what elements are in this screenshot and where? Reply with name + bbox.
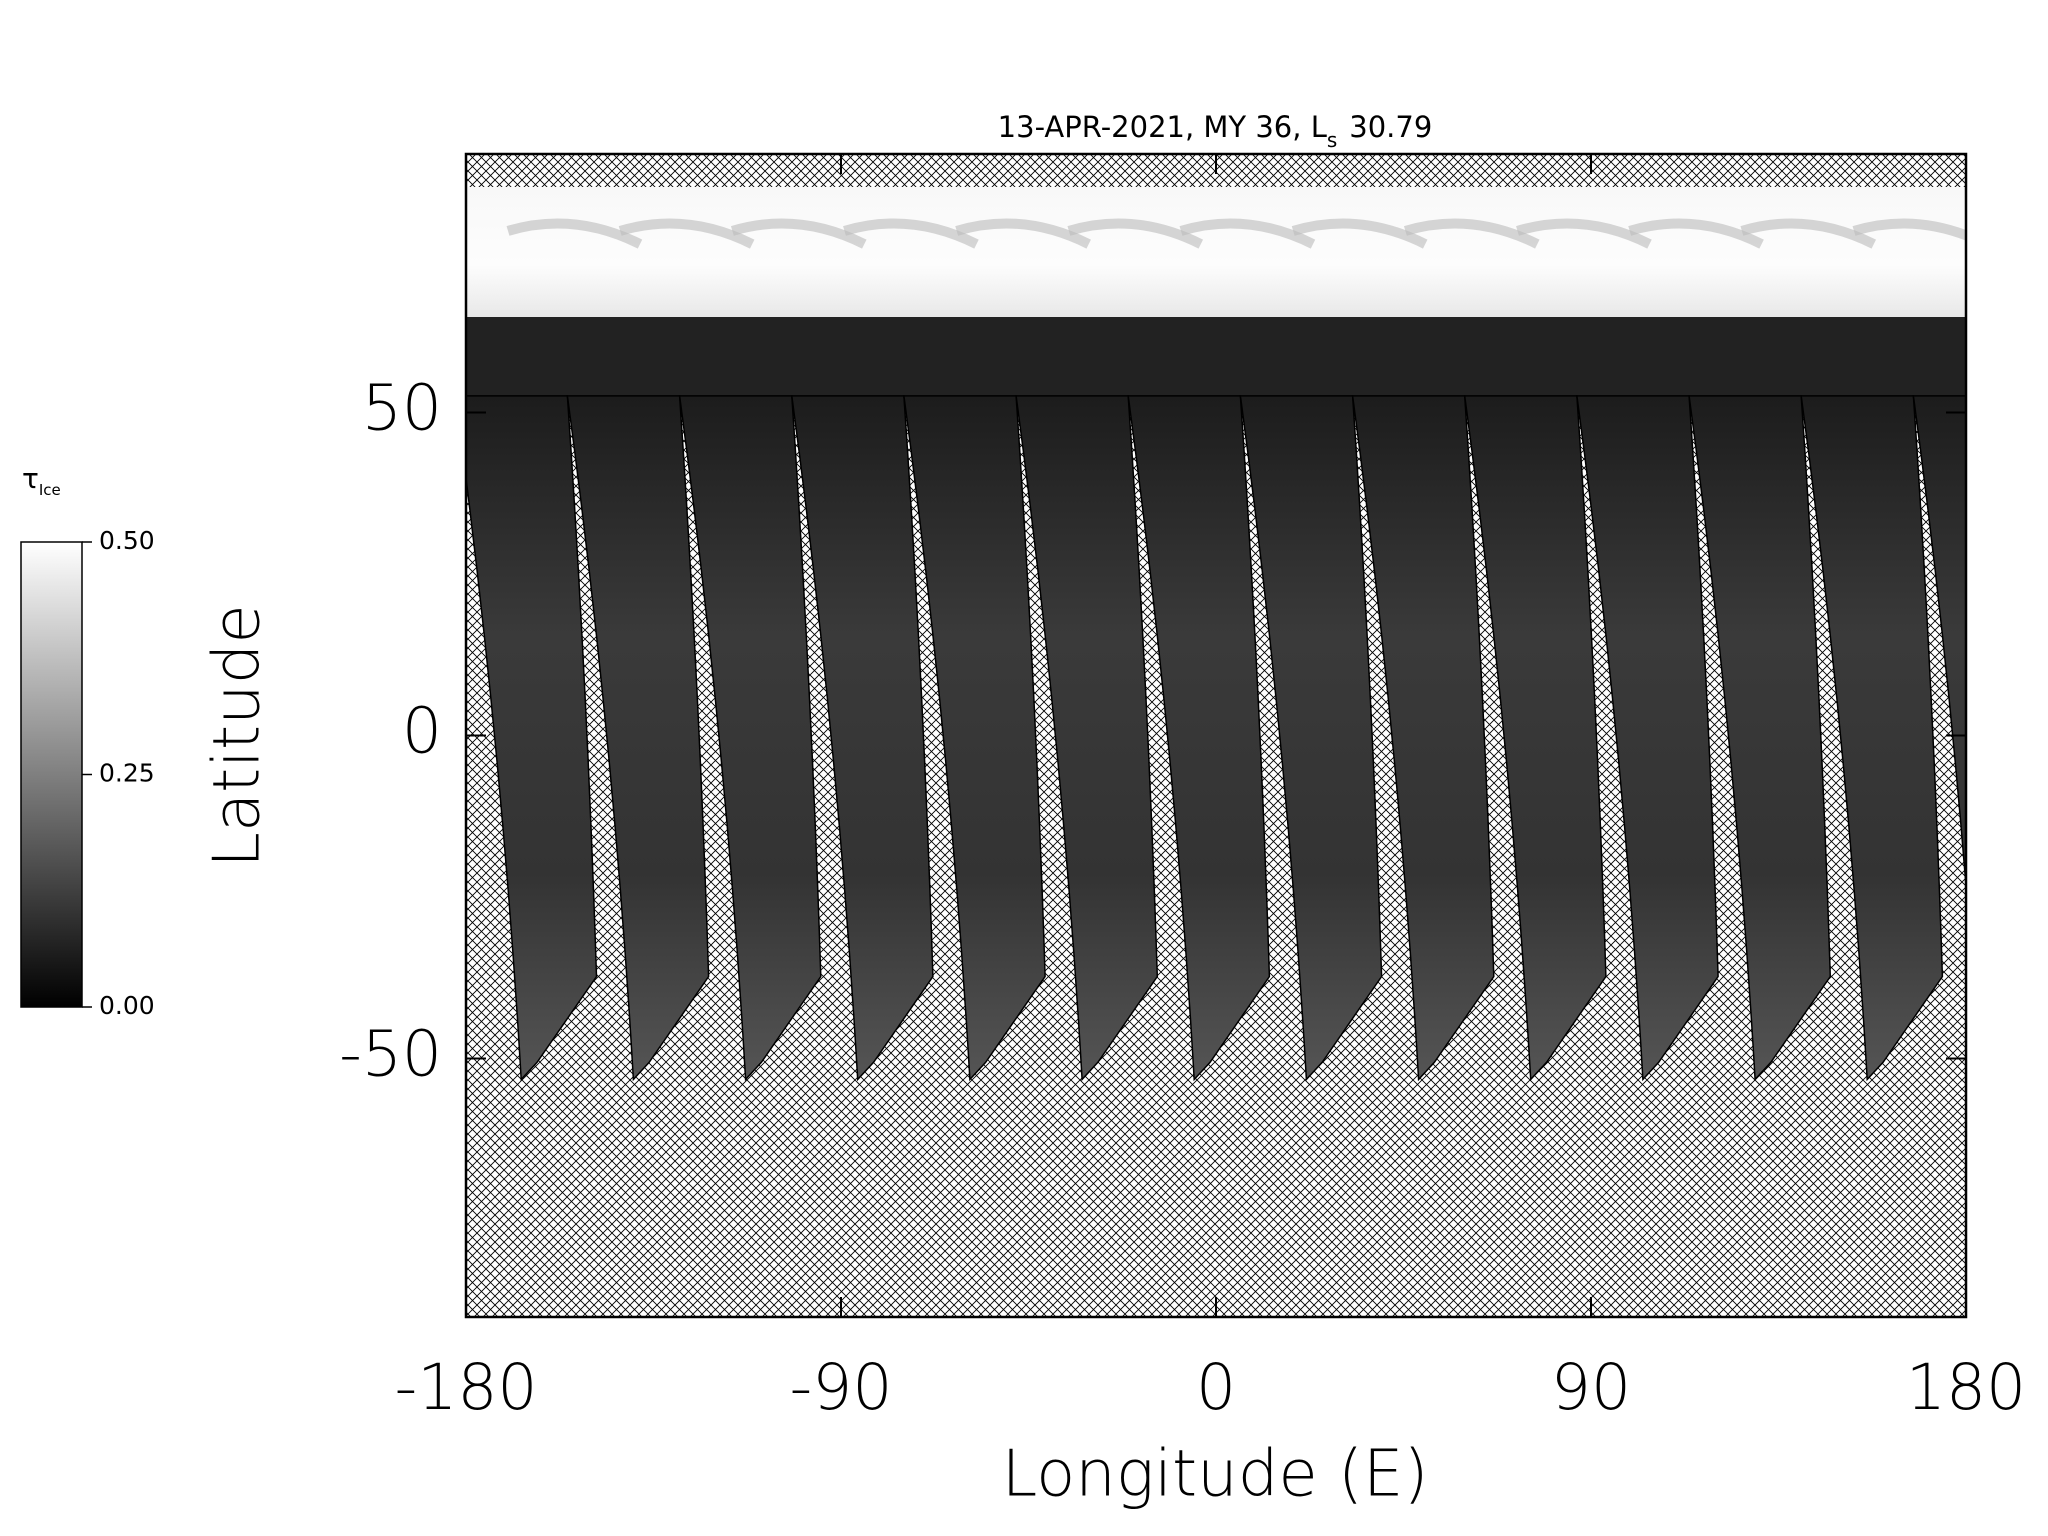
swath	[1912, 395, 1966, 896]
chart-title: 13-APR-2021, MY 36, Ls 30.79	[998, 110, 1433, 152]
cap-streak	[1179, 218, 1316, 249]
cap-streak	[618, 218, 755, 249]
swath	[790, 395, 934, 1082]
swath	[1351, 395, 1495, 1082]
cap-streak	[1067, 218, 1204, 249]
swath	[1576, 395, 1719, 1082]
cap-streak	[1740, 218, 1877, 249]
swath	[566, 395, 710, 1082]
cap-streak	[843, 218, 979, 249]
colorbar-symbol: τ	[22, 462, 39, 495]
title-text: 13-APR-2021, MY 36, L	[998, 110, 1327, 144]
colorbar-tick-label: 0.25	[99, 759, 155, 788]
cap-streak	[1403, 218, 1540, 249]
polar-cap	[466, 187, 1966, 317]
cap-streak	[1852, 218, 1966, 241]
colorbar	[20, 541, 83, 1008]
colorbar-tick-label: 0.50	[99, 526, 155, 555]
cap-streak	[730, 218, 867, 249]
cap-streak	[506, 218, 643, 249]
x-tick-label: -180	[395, 1351, 538, 1424]
x-tick-label: -90	[790, 1351, 893, 1424]
swath	[678, 395, 822, 1082]
x-tick-label: 90	[1551, 1351, 1631, 1424]
dark-band	[466, 300, 1966, 410]
swath	[903, 395, 1046, 1082]
swath	[1463, 395, 1607, 1082]
swath	[1127, 395, 1271, 1082]
swath	[466, 395, 598, 1082]
colorbar-tick-label: 0.00	[99, 991, 155, 1020]
cap-streak	[1516, 218, 1652, 249]
cap-streak	[955, 218, 1091, 249]
y-tick-label: 50	[362, 371, 442, 444]
title-subscript: s	[1327, 128, 1337, 152]
y-axis-label: Latitude	[201, 604, 275, 867]
swath	[1239, 395, 1383, 1082]
y-tick-label: 0	[402, 695, 442, 768]
cap-streak	[1628, 218, 1764, 249]
x-axis-label: Longitude (E)	[1002, 1438, 1429, 1512]
x-tick-label: 180	[1906, 1351, 2026, 1424]
cap-streak	[1964, 225, 1966, 231]
swath	[1688, 395, 1832, 1082]
y-tick-label: -50	[339, 1018, 442, 1091]
map-image	[466, 154, 1966, 1317]
colorbar-subscript: Ice	[39, 481, 61, 499]
title-value: 30.79	[1349, 110, 1432, 144]
colorbar-label: τIce	[22, 462, 61, 499]
x-tick-label: 0	[1196, 1351, 1236, 1424]
swath	[1015, 395, 1159, 1082]
cap-streak	[1291, 218, 1428, 249]
swath	[1800, 395, 1944, 1082]
